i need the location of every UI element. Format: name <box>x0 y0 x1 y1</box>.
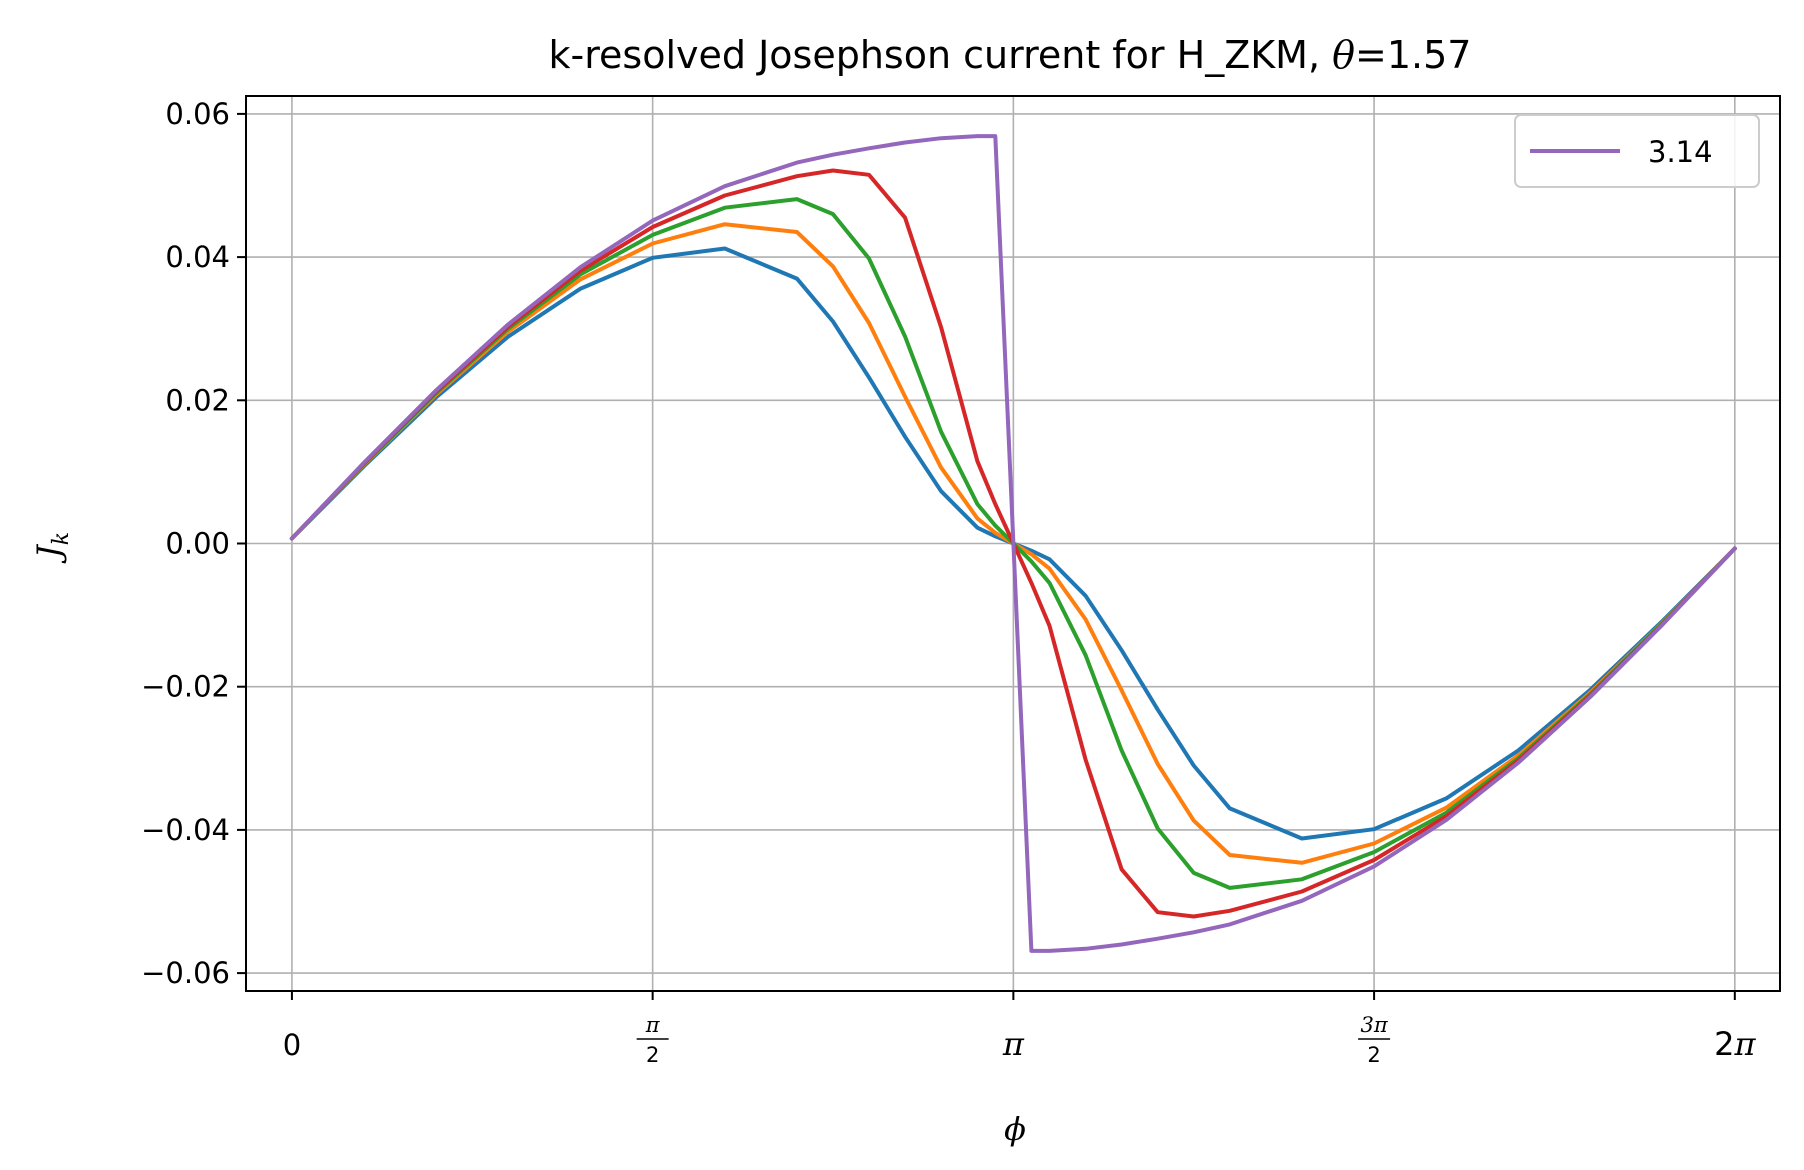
x-tick-label: π2 <box>636 1013 669 1067</box>
x-tick-label: 0 <box>283 1028 301 1062</box>
y-axis-label: Jk <box>30 532 74 564</box>
series-line-5 <box>289 134 1737 953</box>
x-tick-label: π <box>1002 1025 1025 1063</box>
x-tick-denominator: 2 <box>1367 1043 1380 1067</box>
legend-box <box>1514 114 1760 188</box>
y-tick-label: −0.06 <box>141 956 230 990</box>
y-tick-label: −0.02 <box>141 670 230 704</box>
legend: 3.14 <box>1514 114 1760 188</box>
y-tick-label: 0.00 <box>165 527 230 561</box>
x-tick-label: 3π2 <box>1358 1013 1391 1067</box>
legend-label: 3.14 <box>1648 135 1713 169</box>
y-tick-label: −0.04 <box>141 813 230 847</box>
x-tick-numerator: 3π <box>1361 1013 1389 1037</box>
y-tick-label: 0.06 <box>165 97 230 131</box>
series-layer <box>289 134 1737 953</box>
y-tick-label: 0.02 <box>165 383 230 417</box>
x-tick-label: 2π <box>1714 1025 1756 1063</box>
x-tick-denominator: 2 <box>646 1043 659 1067</box>
y-tick-label: 0.04 <box>165 240 230 274</box>
x-axis-label: ϕ <box>1004 1110 1026 1148</box>
x-tick-numerator: π <box>645 1013 661 1037</box>
axis-ticks: 0π2 π 3π2 2π0.060.040.020.00−0.02−0.04−0.06 <box>141 97 1756 1067</box>
chart-title: k-resolved Josephson current for H_ZKM, … <box>549 33 1472 77</box>
